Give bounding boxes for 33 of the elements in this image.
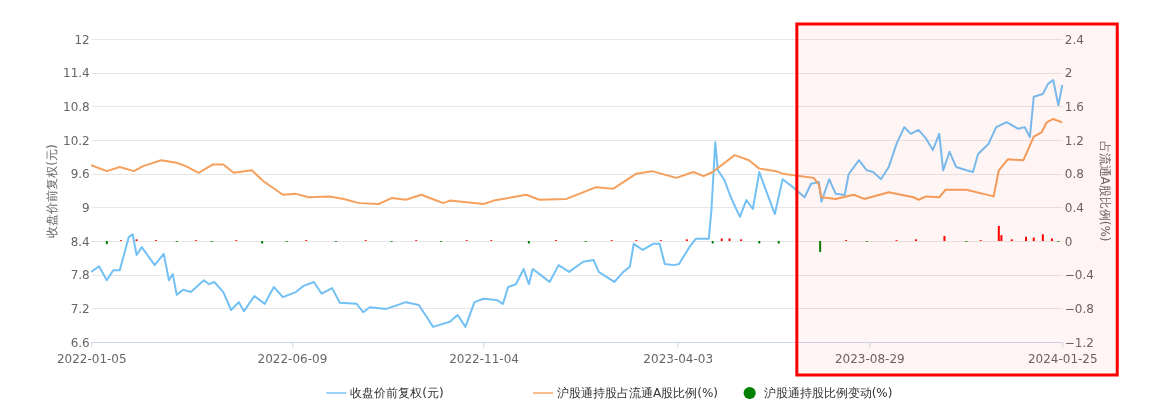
- y-tick-label: 10.2: [63, 133, 90, 148]
- y-tick-label: 10.8: [63, 99, 90, 114]
- y2-tick-label: 1.2: [1064, 133, 1084, 148]
- line-series: [90, 78, 1064, 328]
- y2-tick-label: 0: [1064, 234, 1073, 249]
- y2-tick-label: 0.4: [1064, 200, 1084, 215]
- x-tick-label: 2022-06-09: [257, 351, 328, 366]
- y-axis-title: 收盘价前复权(元): [45, 144, 60, 238]
- legend-label: 收盘价前复权(元): [350, 386, 444, 400]
- x-tick-label: 2022-11-04: [449, 351, 519, 366]
- y-tick-label: 8.4: [70, 234, 90, 249]
- legend-label: 沪股通持股比例变动(%): [763, 386, 893, 400]
- legend-label: 沪股通持股占流通A股比例(%): [557, 386, 718, 400]
- x-tick-label: 2022-01-05: [56, 351, 127, 366]
- y2-axis-title: 占流通A股比例(%): [1097, 140, 1112, 242]
- y-tick-label: 11.4: [63, 66, 90, 81]
- y2-tick-label: −0.8: [1064, 301, 1094, 316]
- y-tick-label: 9.6: [70, 167, 90, 182]
- x-tick-label: 2023-08-29: [834, 351, 905, 366]
- y2-tick-label: 0.8: [1064, 167, 1084, 182]
- y2-tick-label: −1.2: [1064, 335, 1094, 350]
- y2-tick-label: 1.6: [1064, 99, 1084, 114]
- line-series: [90, 117, 1064, 205]
- y2-tick-label: −0.4: [1064, 268, 1094, 283]
- y-tick-label: 6.6: [70, 335, 90, 350]
- y-tick-label: 12: [74, 32, 90, 47]
- y-tick-label: 9: [82, 200, 90, 215]
- y-tick-label: 7.8: [70, 268, 90, 283]
- y2-tick-label: 2: [1064, 66, 1073, 81]
- y-tick-label: 7.2: [70, 301, 90, 316]
- y2-tick-label: 2.4: [1064, 32, 1084, 47]
- x-tick-label: 2024-01-25: [1027, 351, 1098, 366]
- x-tick-label: 2023-04-03: [643, 351, 714, 366]
